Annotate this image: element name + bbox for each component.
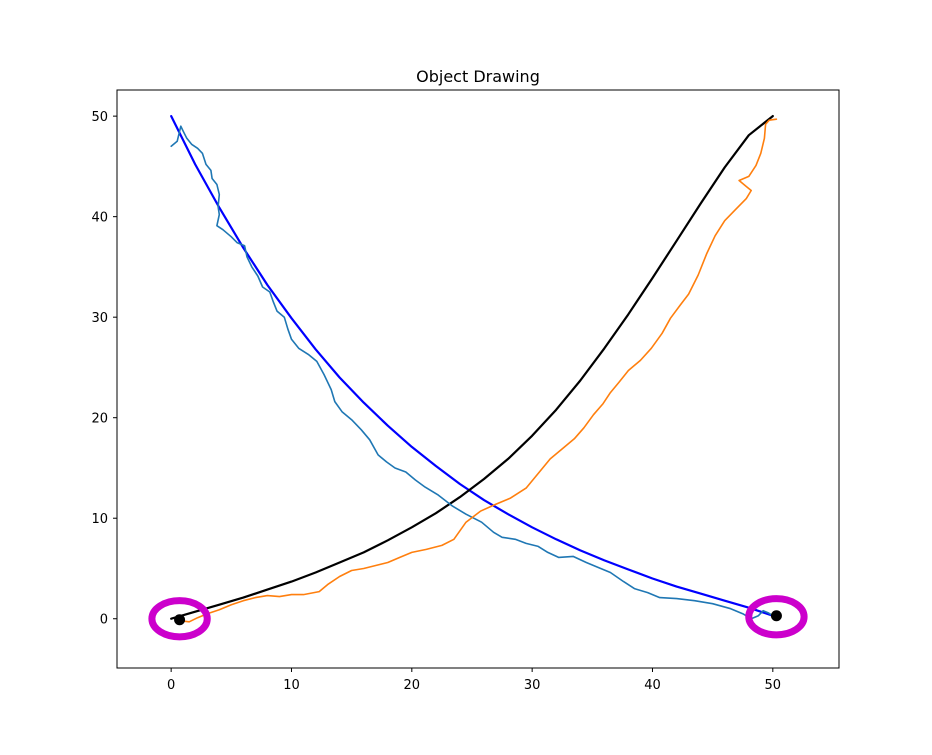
series-line-4 (180, 118, 778, 623)
axes-frame (116, 89, 840, 669)
axes: 0 10 20 30 40 50 0 10 20 30 40 50 (91, 110, 781, 693)
series-line-3 (170, 125, 774, 620)
x-tick-label-40: 40 (644, 678, 661, 693)
y-tick-label-40: 40 (91, 211, 108, 226)
y-tick-label-0: 0 (100, 613, 108, 628)
x-tick-label-0: 0 (167, 678, 175, 693)
series-line-2 (170, 115, 774, 620)
y-tick-label-30: 30 (91, 311, 108, 326)
x-tick-label-20: 20 (404, 678, 421, 693)
x-tick-label-30: 30 (524, 678, 541, 693)
y-tick-label-10: 10 (91, 512, 108, 527)
series-line-1 (170, 115, 774, 617)
endpoint-marker-2 (770, 610, 782, 622)
highlight-ring-2 (745, 595, 808, 639)
chart-title: Object Drawing (416, 67, 540, 86)
y-tick-label-50: 50 (91, 110, 108, 125)
y-tick-label-20: 20 (91, 412, 108, 427)
plot-area (148, 115, 808, 641)
x-tick-label-10: 10 (283, 678, 300, 693)
x-tick-label-50: 50 (765, 678, 782, 693)
endpoint-marker-1 (174, 614, 186, 626)
highlight-ring-1 (148, 597, 211, 641)
